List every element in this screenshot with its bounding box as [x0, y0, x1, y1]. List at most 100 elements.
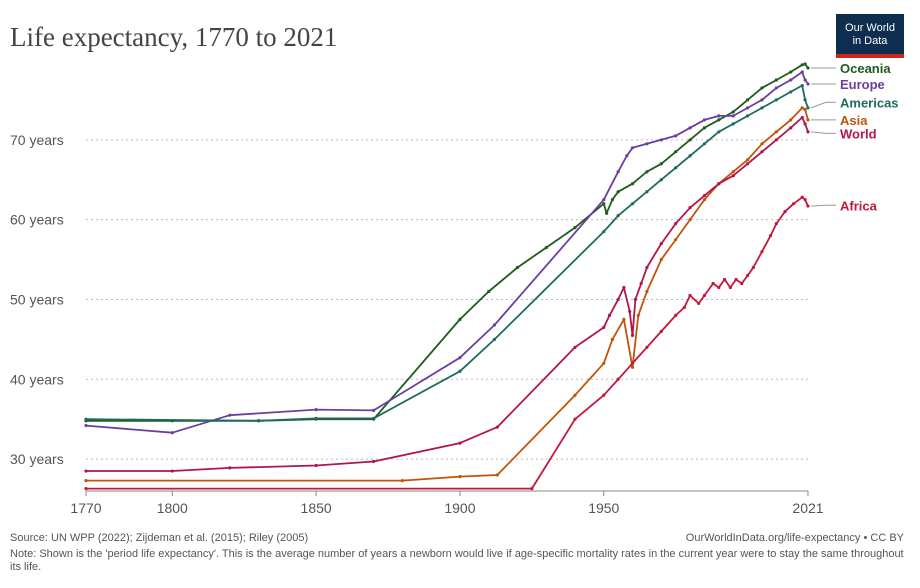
legend-label-americas[interactable]: Americas — [840, 95, 899, 110]
series-line-asia[interactable] — [86, 107, 809, 482]
data-point-world — [717, 182, 721, 186]
credit-link[interactable]: OurWorldInData.org/life-expectancy • CC … — [685, 532, 904, 544]
data-point-africa — [702, 293, 707, 298]
data-point-europe — [84, 423, 88, 428]
data-point-europe — [458, 356, 462, 360]
data-point-oceania — [731, 110, 735, 114]
data-point-oceania — [774, 78, 778, 82]
data-point-oceania — [803, 62, 807, 66]
chart-title: Life expectancy, 1770 to 2021 — [10, 22, 338, 52]
data-point-europe — [674, 134, 678, 138]
x-tick-label: 2021 — [792, 500, 823, 516]
data-point-africa — [682, 305, 686, 310]
data-point-oceania — [688, 138, 692, 142]
data-point-asia — [622, 317, 626, 321]
data-point-africa — [573, 417, 577, 421]
data-point-asia — [610, 337, 614, 341]
data-point-europe — [228, 413, 232, 417]
data-point-asia — [573, 393, 577, 397]
x-axis-ticks: 1770 1800 1850 1900 1950 2021 — [70, 490, 824, 516]
data-point-africa — [734, 277, 738, 282]
note-text: Note: Shown is the 'period life expectan… — [10, 548, 904, 573]
data-point-world — [607, 313, 612, 318]
data-point-americas — [314, 416, 318, 420]
x-tick-label: 1800 — [157, 500, 188, 516]
data-point-europe — [645, 142, 649, 146]
data-point-africa — [84, 487, 88, 491]
data-point-asia — [760, 142, 764, 146]
series-line-oceania[interactable] — [86, 63, 809, 422]
data-point-oceania — [573, 226, 577, 230]
data-point-asia — [803, 107, 807, 112]
data-point-europe — [170, 431, 174, 435]
data-point-asia — [645, 289, 649, 294]
data-point-americas — [774, 98, 778, 102]
data-point-africa — [760, 249, 764, 254]
data-point-oceania — [616, 190, 620, 194]
data-point-world — [630, 333, 635, 337]
data-point-americas — [702, 142, 707, 146]
data-point-world — [731, 174, 735, 178]
data-point-americas — [806, 106, 810, 110]
data-point-africa — [745, 273, 750, 278]
data-point-oceania — [544, 245, 548, 250]
data-point-world — [803, 122, 807, 126]
legend-connector — [810, 204, 836, 207]
data-point-world — [622, 285, 626, 290]
series-line-africa[interactable] — [86, 196, 809, 490]
data-point-americas — [760, 106, 764, 110]
data-point-americas — [745, 114, 750, 118]
series-line-world[interactable] — [86, 116, 809, 472]
logo-line-1: Our World — [845, 22, 895, 34]
data-point-americas — [659, 178, 663, 182]
data-point-asia — [674, 237, 678, 242]
data-point-world — [228, 466, 232, 470]
legend-label-world[interactable]: World — [840, 126, 877, 141]
source-text: Source: UN WPP (2022); Zijdeman et al. (… — [10, 532, 309, 544]
data-point-world — [789, 126, 793, 130]
data-point-africa — [645, 345, 649, 349]
data-point-africa — [751, 265, 755, 270]
legend-connector — [810, 101, 836, 109]
data-point-europe — [745, 106, 750, 110]
data-point-africa — [717, 285, 721, 290]
data-point-asia — [400, 479, 405, 483]
data-point-africa — [530, 487, 534, 491]
data-point-africa — [728, 285, 732, 290]
data-point-world — [170, 469, 174, 473]
data-point-world — [674, 222, 678, 226]
data-point-europe — [630, 146, 635, 150]
data-point-americas — [803, 98, 807, 102]
data-point-world — [84, 469, 88, 473]
data-point-americas — [717, 130, 721, 134]
legend-connector — [810, 131, 836, 134]
data-point-americas — [688, 154, 692, 158]
data-point-oceania — [702, 126, 707, 130]
legend-label-africa[interactable]: Africa — [840, 198, 878, 213]
data-point-europe — [659, 138, 663, 142]
data-point-asia — [800, 106, 804, 110]
data-point-asia — [495, 473, 499, 477]
legend-label-oceania[interactable]: Oceania — [840, 61, 891, 76]
data-point-world — [774, 138, 778, 142]
legend-label-asia[interactable]: Asia — [840, 113, 868, 128]
data-point-americas — [800, 83, 804, 88]
data-point-oceania — [674, 150, 678, 154]
data-point-europe — [492, 323, 497, 327]
data-point-asia — [806, 118, 810, 122]
data-point-world — [645, 265, 649, 270]
legend-label-europe[interactable]: Europe — [840, 77, 885, 92]
data-point-europe — [314, 407, 318, 412]
series-line-americas[interactable] — [85, 84, 809, 422]
data-point-world — [806, 130, 810, 134]
data-point-africa — [711, 281, 715, 286]
owid-logo[interactable]: Our World in Data — [836, 14, 904, 58]
data-point-world — [688, 206, 692, 210]
data-point-world — [602, 325, 606, 329]
data-point-world — [372, 459, 376, 464]
data-point-world — [495, 425, 499, 429]
data-point-americas — [674, 166, 678, 170]
data-point-world — [659, 241, 663, 246]
data-point-americas — [731, 122, 735, 126]
data-point-africa — [783, 210, 787, 214]
